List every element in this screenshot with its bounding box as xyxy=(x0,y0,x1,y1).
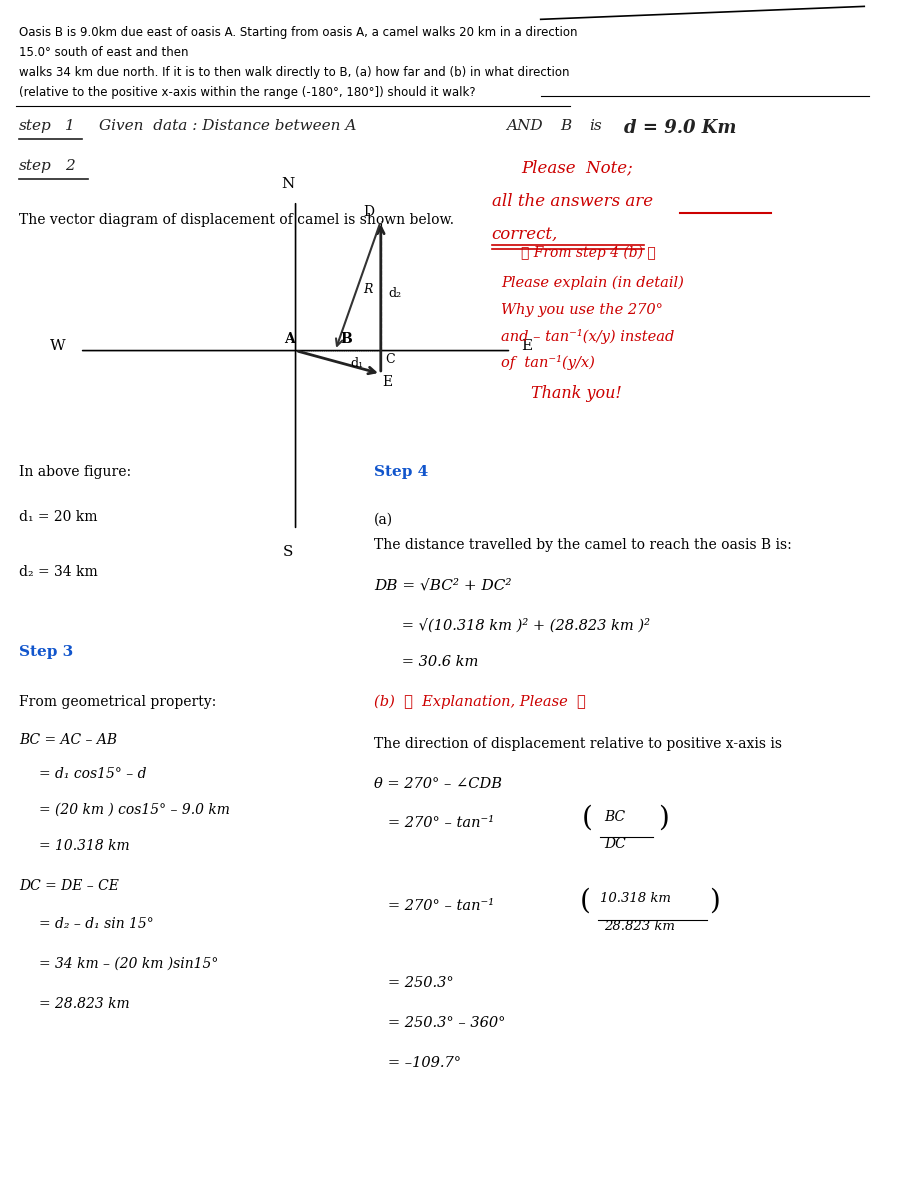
Text: From geometrical property:: From geometrical property: xyxy=(19,695,216,709)
Text: = 270° – tan⁻¹: = 270° – tan⁻¹ xyxy=(374,816,494,830)
Text: E: E xyxy=(521,338,532,353)
Text: is: is xyxy=(590,119,602,133)
Text: BC: BC xyxy=(605,810,626,823)
Text: The direction of displacement relative to positive x-axis is: The direction of displacement relative t… xyxy=(374,737,782,751)
Text: C: C xyxy=(386,353,395,366)
Text: W: W xyxy=(50,338,65,353)
Text: 28.823 km: 28.823 km xyxy=(605,920,675,934)
Text: = 250.3°: = 250.3° xyxy=(374,976,454,990)
Text: d₁ = 20 km: d₁ = 20 km xyxy=(19,510,97,524)
Text: θ = 270° – ∠CDB: θ = 270° – ∠CDB xyxy=(374,776,502,791)
Text: DC = DE – CE: DC = DE – CE xyxy=(19,880,119,893)
Text: BC = AC – AB: BC = AC – AB xyxy=(19,733,117,746)
Text: Given  data : Distance between A: Given data : Distance between A xyxy=(99,119,356,133)
Text: B: B xyxy=(561,119,572,133)
Text: = √(10.318 km )² + (28.823 km )²: = √(10.318 km )² + (28.823 km )² xyxy=(374,618,650,632)
Text: In above figure:: In above figure: xyxy=(19,466,131,479)
Text: = 250.3° – 360°: = 250.3° – 360° xyxy=(374,1016,506,1030)
Text: d₁: d₁ xyxy=(350,358,363,370)
Text: Step 3: Step 3 xyxy=(19,644,73,659)
Text: DB = √BC² + DC²: DB = √BC² + DC² xyxy=(374,578,511,592)
Text: step: step xyxy=(19,119,52,133)
Text: AND: AND xyxy=(507,119,543,133)
Text: 10.318 km: 10.318 km xyxy=(599,893,670,905)
Text: D: D xyxy=(363,205,374,220)
Text: Step 4: Step 4 xyxy=(374,466,428,479)
Text: = 270° – tan⁻¹: = 270° – tan⁻¹ xyxy=(374,899,494,913)
Text: S: S xyxy=(283,545,293,559)
Text: correct,: correct, xyxy=(491,226,558,242)
Text: Please  Note;: Please Note; xyxy=(521,160,633,176)
Text: 15.0° south of east and then: 15.0° south of east and then xyxy=(19,47,188,59)
Text: ): ) xyxy=(658,804,670,832)
Text: B: B xyxy=(340,331,352,346)
Text: R: R xyxy=(363,282,373,295)
Text: = –109.7°: = –109.7° xyxy=(374,1056,461,1070)
Text: Why you use the 270°: Why you use the 270° xyxy=(501,302,663,317)
Text: = 30.6 km: = 30.6 km xyxy=(374,655,479,668)
Text: d₂: d₂ xyxy=(389,288,401,300)
Text: = d₂ – d₁ sin 15°: = d₂ – d₁ sin 15° xyxy=(39,917,153,931)
Text: = 34 km – (20 km )sin15°: = 34 km – (20 km )sin15° xyxy=(39,958,218,971)
Text: step: step xyxy=(19,160,52,173)
Text: ): ) xyxy=(709,887,720,914)
Text: A: A xyxy=(284,331,294,346)
Text: all the answers are: all the answers are xyxy=(491,193,652,210)
Text: (: ( xyxy=(582,804,593,832)
Text: (relative to the positive x-axis within the range (-180°, 180°]) should it walk?: (relative to the positive x-axis within … xyxy=(19,86,476,100)
Text: walks 34 km due north. If it is to then walk directly to B, (a) how far and (b) : walks 34 km due north. If it is to then … xyxy=(19,66,570,79)
Text: of  tan⁻¹(y/x): of tan⁻¹(y/x) xyxy=(501,354,595,370)
Text: = d₁ cos15° – d: = d₁ cos15° – d xyxy=(39,767,146,781)
Text: 2: 2 xyxy=(65,160,75,173)
Text: and – tan⁻¹(x/y) instead: and – tan⁻¹(x/y) instead xyxy=(501,329,675,343)
Text: = (20 km ) cos15° – 9.0 km: = (20 km ) cos15° – 9.0 km xyxy=(39,803,230,816)
Text: d = 9.0 Km: d = 9.0 Km xyxy=(624,119,736,137)
Text: E: E xyxy=(382,374,393,389)
Text: The vector diagram of displacement of camel is shown below.: The vector diagram of displacement of ca… xyxy=(19,212,454,227)
Text: Thank you!: Thank you! xyxy=(531,385,622,402)
Text: ✦ From step 4 (b) ✦: ✦ From step 4 (b) ✦ xyxy=(521,246,656,260)
Text: DC: DC xyxy=(605,838,626,852)
Text: (: ( xyxy=(580,887,590,914)
Text: The distance travelled by the camel to reach the oasis B is:: The distance travelled by the camel to r… xyxy=(374,538,792,552)
Text: (a): (a) xyxy=(374,512,393,527)
Text: d₂ = 34 km: d₂ = 34 km xyxy=(19,565,98,580)
Text: Please explain (in detail): Please explain (in detail) xyxy=(501,276,684,290)
Text: 1: 1 xyxy=(65,119,75,133)
Text: N: N xyxy=(281,176,294,191)
Text: Oasis B is 9.0km due east of oasis A. Starting from oasis A, a camel walks 20 km: Oasis B is 9.0km due east of oasis A. St… xyxy=(19,26,578,40)
Text: = 28.823 km: = 28.823 km xyxy=(39,997,130,1012)
Text: (b)  ✦  Explanation, Please  ✦: (b) ✦ Explanation, Please ✦ xyxy=(374,695,586,709)
Text: = 10.318 km: = 10.318 km xyxy=(39,840,130,853)
